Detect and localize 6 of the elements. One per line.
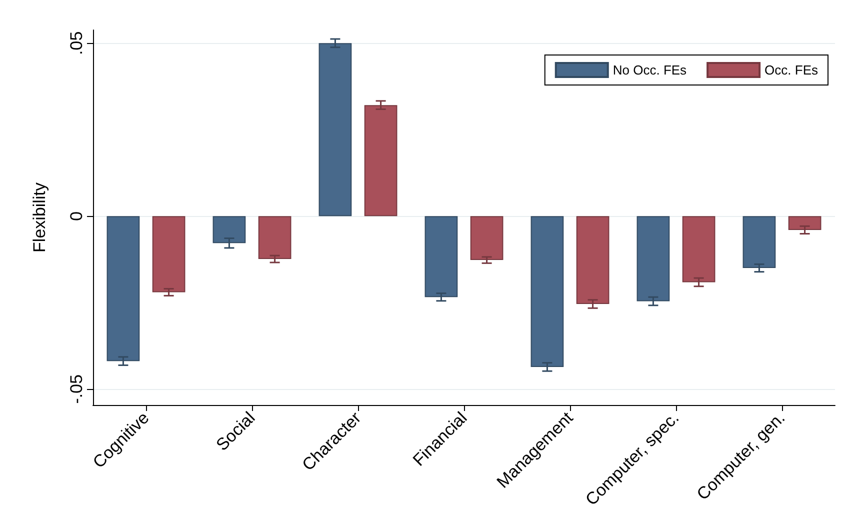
legend-label: Occ. FEs (764, 62, 818, 78)
y-tick-label: 0 (67, 211, 86, 221)
y-tick-label: -.05 (67, 374, 86, 404)
y-tick-label: .05 (67, 31, 86, 55)
legend-label: No Occ. FEs (612, 62, 688, 78)
y-axis-title: Flexibility (30, 182, 49, 252)
